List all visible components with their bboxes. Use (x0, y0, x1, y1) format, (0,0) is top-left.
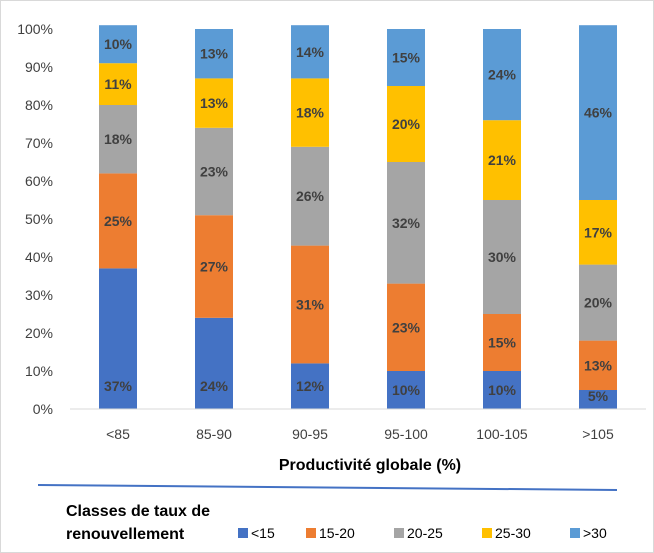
data-label: 21% (488, 152, 517, 168)
y-axis: 0% 10% 20% 30% 40% 50% 60% 70% 80% 90% 100% (17, 21, 53, 417)
data-label: 12% (296, 378, 325, 394)
bar-segment (387, 283, 425, 371)
x-tick-label: <85 (106, 426, 130, 442)
y-tick-label: 10% (25, 363, 53, 379)
bar-segment (579, 200, 617, 265)
bar-segment (291, 78, 329, 147)
bar-segment (291, 25, 329, 79)
data-label: 13% (200, 95, 229, 111)
y-tick-label: 70% (25, 135, 53, 151)
bar-segment (579, 390, 617, 409)
data-label: 26% (296, 188, 325, 204)
legend-label: 25-30 (495, 525, 531, 541)
y-tick-label: 20% (25, 325, 53, 341)
bar-segment (387, 86, 425, 162)
y-tick-label: 50% (25, 211, 53, 227)
data-label: 11% (104, 76, 132, 92)
bar-segment (99, 25, 137, 64)
legend-separator (37, 484, 618, 491)
bar-segment (483, 314, 521, 371)
bar-segment (387, 162, 425, 284)
bar-segment (195, 127, 233, 216)
legend: <15 15-20 20-25 25-30 >30 (238, 525, 607, 541)
bar-segment (99, 63, 137, 105)
legend-label: 20-25 (407, 525, 443, 541)
legend-swatch (394, 528, 404, 538)
bar-segment (291, 146, 329, 246)
legend-label: 15-20 (319, 525, 355, 541)
bar-segment (99, 105, 137, 174)
data-label: 10% (104, 36, 133, 52)
bar-segment (99, 173, 137, 269)
data-label: 17% (584, 224, 613, 240)
data-label: 24% (488, 67, 517, 83)
data-label: 18% (104, 131, 133, 147)
x-axis-title: Productivité globale (%) (279, 457, 461, 474)
legend-label: >30 (583, 525, 607, 541)
data-label: 23% (392, 319, 421, 335)
x-axis: <85 85-90 90-95 95-100 100-105 >105 (70, 408, 646, 442)
y-tick-label: 40% (25, 249, 53, 265)
data-label: 13% (200, 46, 229, 62)
x-tick-label: 85-90 (196, 426, 232, 442)
bar-segment (483, 120, 521, 200)
y-tick-label: 30% (25, 287, 53, 303)
bar-segment (483, 371, 521, 409)
data-label: 15% (392, 50, 421, 66)
bar-segment (195, 215, 233, 318)
legend-title-line-2: renouvellement (66, 526, 185, 543)
legend-label: <15 (251, 525, 275, 541)
y-tick-label: 100% (17, 21, 53, 37)
legend-swatch (482, 528, 492, 538)
data-label: 24% (200, 378, 229, 394)
bar-segment (483, 29, 521, 121)
data-label: 20% (584, 295, 613, 311)
bar-segment (291, 363, 329, 409)
y-tick-label: 0% (33, 401, 53, 417)
data-label: 46% (584, 105, 613, 121)
data-label: 13% (584, 357, 613, 373)
bar-segment (291, 245, 329, 364)
bar-segment (579, 264, 617, 341)
data-label: 23% (200, 164, 229, 180)
data-label: 31% (296, 297, 325, 313)
legend-swatch (570, 528, 580, 538)
bars: 37% 25% 18% 11% 10% 24% 27% 23% 13% 13% 12% 31% 26% 1… (99, 25, 617, 409)
data-label: 5% (588, 388, 609, 404)
legend-swatch (238, 528, 248, 538)
bar-segment (387, 371, 425, 409)
y-tick-label: 80% (25, 97, 53, 113)
x-tick-label: >105 (582, 426, 614, 442)
data-label: 10% (392, 382, 421, 398)
data-label: 27% (200, 259, 229, 275)
data-label: 25% (104, 213, 133, 229)
bar-segment (99, 268, 137, 409)
data-label: 18% (296, 105, 325, 121)
data-label: 32% (392, 215, 421, 231)
bar-segment (483, 200, 521, 314)
data-label: 37% (104, 378, 133, 394)
x-tick-label: 90-95 (292, 426, 328, 442)
data-label: 14% (296, 44, 325, 60)
legend-title-line-1: Classes de taux de (66, 503, 210, 520)
bar-segment (579, 340, 617, 390)
legend-swatch (306, 528, 316, 538)
data-label: 30% (488, 249, 517, 265)
bar-segment (195, 29, 233, 79)
data-label: 15% (488, 335, 517, 351)
x-tick-label: 100-105 (476, 426, 528, 442)
y-tick-label: 90% (25, 59, 53, 75)
data-label: 10% (488, 382, 517, 398)
x-tick-label: 95-100 (384, 426, 428, 442)
bar-segment (195, 78, 233, 128)
y-tick-label: 60% (25, 173, 53, 189)
data-label: 20% (392, 116, 421, 132)
bar-segment (387, 29, 425, 86)
bar-segment (579, 25, 617, 201)
bar-segment (195, 317, 233, 409)
